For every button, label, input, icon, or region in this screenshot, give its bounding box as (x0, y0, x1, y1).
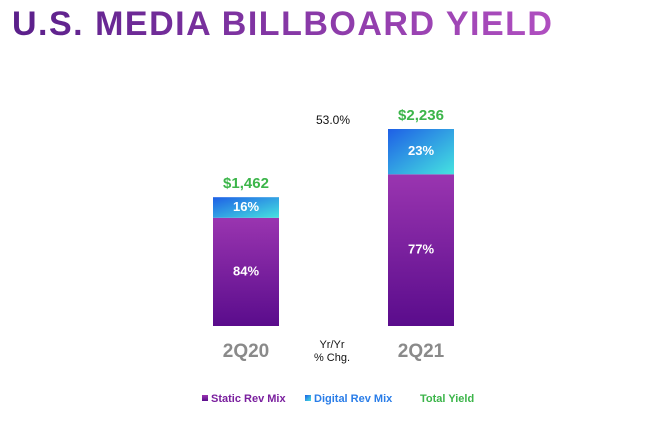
legend-label: Total Yield (420, 393, 474, 405)
legend-label: Static Rev Mix (211, 393, 286, 405)
total-label: $2,236 (398, 107, 444, 124)
legend-marker (202, 395, 208, 401)
change-label: Yr/Yr (319, 339, 344, 351)
bar-segment (388, 174, 454, 326)
bar-segment (213, 197, 279, 218)
legend-label: Digital Rev Mix (314, 393, 393, 405)
data-label: 23% (408, 143, 434, 158)
x-tick-label: 2Q21 (398, 341, 445, 362)
data-label: 77% (408, 242, 434, 257)
data-label: 16% (233, 199, 259, 214)
bar-segment (388, 129, 454, 175)
change-value: 53.0% (316, 113, 350, 127)
x-tick-label: 2Q20 (223, 341, 269, 362)
chart-title: U.S. MEDIA BILLBOARD YIELD (12, 5, 553, 43)
bar-segment (213, 217, 279, 326)
legend-marker (305, 395, 311, 401)
change-label: % Chg. (314, 352, 350, 364)
data-label: 84% (233, 263, 259, 278)
total-label: $1,462 (223, 175, 269, 192)
